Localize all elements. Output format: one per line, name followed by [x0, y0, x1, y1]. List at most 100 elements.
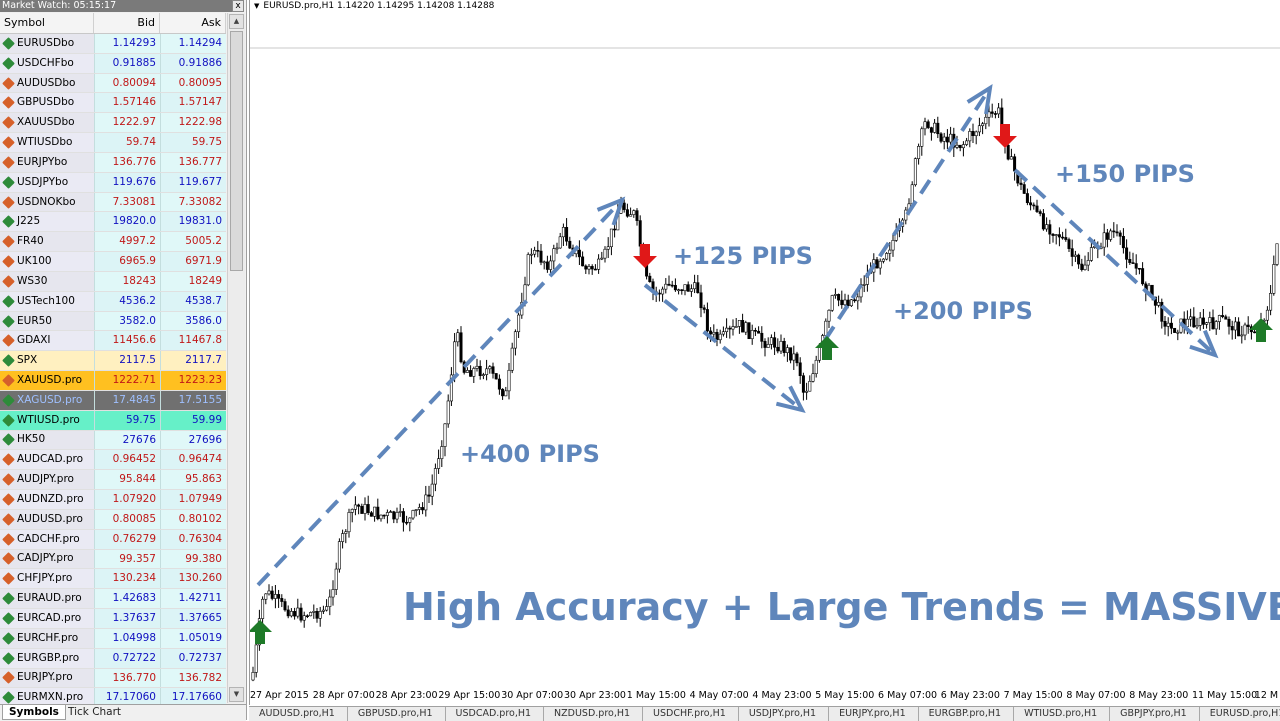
symbol-row[interactable]: EUR50 3582.0 3586.0 [0, 311, 226, 332]
price-bar-body [699, 292, 703, 309]
symbol-row[interactable]: WTIUSD.pro 59.75 59.99 [0, 410, 226, 431]
symbol-row[interactable]: CADJPY.pro 99.357 99.380 [0, 549, 226, 570]
symbol-row[interactable]: J225 19820.0 19831.0 [0, 212, 226, 233]
symbol-row[interactable]: EURMXN.pro 17.17060 17.17660 [0, 688, 226, 704]
symbol-cell: WTIUSDbo [0, 133, 94, 152]
chart-tab[interactable]: EURJPY.pro,H1 [829, 707, 919, 721]
symbol-cell: XAUUSDbo [0, 113, 94, 133]
price-bar-body [542, 261, 546, 264]
symbol-row[interactable]: EURUSDbo 1.14293 1.14294 [0, 34, 226, 54]
symbol-row[interactable]: EURJPYbo 136.776 136.777 [0, 152, 226, 173]
chart-tab[interactable]: EURGBP.pro,H1 [919, 707, 1015, 721]
symbol-row[interactable]: USDCHFbo 0.91885 0.91886 [0, 53, 226, 74]
ask-cell: 1.05019 [160, 628, 226, 648]
chart-tab[interactable]: NZDUSD.pro,H1 [544, 707, 644, 721]
symbol-row[interactable]: EURAUD.pro 1.42683 1.42711 [0, 589, 226, 610]
symbol-row[interactable]: SPX 2117.5 2117.7 [0, 351, 226, 372]
price-bar-body [1086, 260, 1090, 266]
price-bar-body [337, 541, 341, 570]
tab-tick-chart[interactable]: Tick Chart [68, 706, 122, 718]
chart-menu-icon[interactable]: ▼ [254, 2, 260, 10]
price-bar-body [491, 366, 495, 374]
symbol-row[interactable]: GDAXI 11456.6 11467.8 [0, 331, 226, 352]
symbol-row[interactable]: CADCHF.pro 0.76279 0.76304 [0, 529, 226, 550]
price-bar-body [808, 381, 812, 392]
chart-tab[interactable]: USDCAD.pro,H1 [446, 707, 545, 721]
symbol-row[interactable]: XAUUSD.pro 1222.71 1223.23 [0, 371, 226, 391]
symbol-row[interactable]: HK50 27676 27696 [0, 430, 226, 451]
chart-tab[interactable]: USDJPY.pro,H1 [739, 707, 830, 721]
chart-tab[interactable]: EURUSD.pro,H1 [1200, 707, 1280, 721]
symbol-name: CHFJPY.pro [17, 572, 73, 585]
symbol-row[interactable]: XAGUSD.pro 17.4845 17.5155 [0, 390, 226, 411]
scroll-up-button[interactable]: ▲ [229, 14, 244, 29]
price-bar-body [805, 390, 809, 393]
scroll-down-button[interactable]: ▼ [229, 687, 244, 702]
price-bar-body [555, 247, 559, 250]
price-bar-body [443, 423, 447, 447]
price-bar-body [1160, 301, 1164, 322]
price-bar-body [1064, 237, 1068, 240]
symbol-row[interactable]: UK100 6965.9 6971.9 [0, 252, 226, 272]
symbol-row[interactable]: AUDNZD.pro 1.07920 1.07949 [0, 490, 226, 510]
price-bar-body [1102, 232, 1106, 248]
symbol-row[interactable]: EURCHF.pro 1.04998 1.05019 [0, 628, 226, 649]
symbol-row[interactable]: USDJPYbo 119.676 119.677 [0, 172, 226, 193]
symbol-row[interactable]: AUDUSDbo 0.80094 0.80095 [0, 73, 226, 94]
ask-cell: 5005.2 [160, 232, 226, 252]
symbol-row[interactable]: WS30 18243 18249 [0, 271, 226, 292]
price-bar-body [609, 228, 613, 248]
price-bar-body [1061, 236, 1065, 239]
price-bar-body [1227, 318, 1231, 327]
symbol-row[interactable]: CHFJPY.pro 130.234 130.260 [0, 569, 226, 590]
symbol-row[interactable]: FR40 4997.2 5005.2 [0, 232, 226, 253]
symbol-row[interactable]: GBPUSDbo 1.57146 1.57147 [0, 93, 226, 114]
price-bar-body [453, 341, 457, 376]
price-bar-body [331, 589, 335, 598]
symbol-row[interactable]: AUDJPY.pro 95.844 95.863 [0, 470, 226, 491]
chart-tab[interactable]: GBPUSD.pro,H1 [348, 707, 446, 721]
price-bar-body [853, 299, 857, 302]
scrollbar-thumb[interactable] [230, 31, 243, 271]
chart-tab[interactable]: AUDUSD.pro,H1 [249, 707, 348, 721]
symbol-row[interactable]: AUDCAD.pro 0.96452 0.96474 [0, 450, 226, 471]
symbol-name: EURJPY.pro [17, 671, 73, 684]
close-icon[interactable]: x [232, 0, 244, 12]
symbol-row[interactable]: USTech100 4536.2 4538.7 [0, 291, 226, 312]
price-bar-body [1195, 325, 1199, 328]
chart-tab[interactable]: USDCHF.pro,H1 [643, 707, 739, 721]
price-bar-body [507, 369, 511, 392]
price-bar-body [577, 249, 581, 258]
price-bar-body [987, 111, 991, 118]
column-header-bid[interactable]: Bid [94, 13, 160, 33]
symbol-row[interactable]: EURCAD.pro 1.37637 1.37665 [0, 609, 226, 629]
tab-symbols[interactable]: Symbols [2, 705, 66, 720]
column-header-ask[interactable]: Ask [160, 13, 226, 33]
trend-arrow-head [966, 83, 993, 115]
chart-tab[interactable]: GBPJPY.pro,H1 [1110, 707, 1200, 721]
market-watch-scrollbar[interactable]: ▲ ▼ [227, 13, 245, 703]
symbol-name: USDCHFbo [17, 56, 74, 69]
ask-cell: 1.07949 [160, 490, 226, 509]
price-bar-body [427, 494, 431, 497]
symbol-row[interactable]: EURJPY.pro 136.770 136.782 [0, 668, 226, 689]
chart-ohlc-label: EURUSD.pro,H1 1.14220 1.14295 1.14208 1.… [263, 1, 495, 11]
price-bar-body [312, 611, 316, 613]
time-axis-label: 28 Apr 23:00 [375, 690, 438, 701]
price-bar-body [961, 144, 965, 149]
price-chart[interactable]: ▼ EURUSD.pro,H1 1.14220 1.14295 1.14208 1… [249, 0, 1280, 705]
price-bar-body [1205, 322, 1209, 325]
bid-cell: 1.14293 [94, 34, 160, 53]
price-bar-body [1131, 262, 1135, 264]
symbol-row[interactable]: AUDUSD.pro 0.80085 0.80102 [0, 509, 226, 530]
symbol-row[interactable]: USDNOKbo 7.33081 7.33082 [0, 192, 226, 213]
column-header-symbol[interactable]: Symbol [0, 13, 94, 33]
symbol-row[interactable]: EURGBP.pro 0.72722 0.72737 [0, 648, 226, 669]
bid-cell: 11456.6 [94, 331, 160, 351]
symbol-row[interactable]: XAUUSDbo 1222.97 1222.98 [0, 113, 226, 134]
price-bar-body [1224, 316, 1228, 320]
chart-tab[interactable]: WTIUSD.pro,H1 [1014, 707, 1111, 721]
price-bar-body [712, 331, 716, 335]
symbol-row[interactable]: WTIUSDbo 59.74 59.75 [0, 133, 226, 153]
price-bar-body [625, 209, 629, 217]
